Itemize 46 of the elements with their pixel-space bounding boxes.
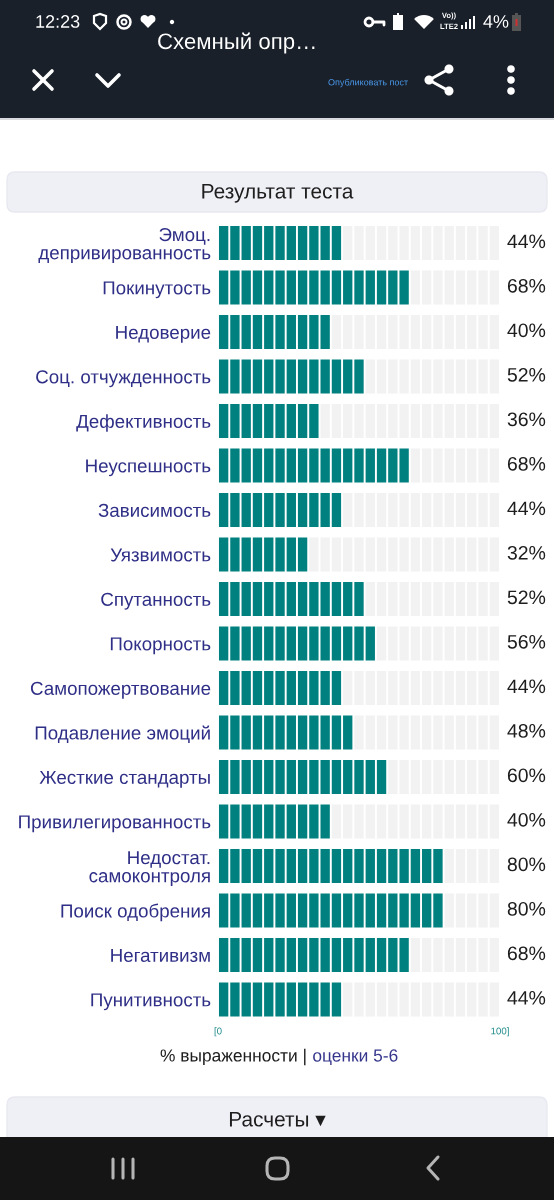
chart-title: Результат теста — [202, 184, 354, 203]
data-label: 44% — [507, 991, 546, 1005]
data-label: 40% — [507, 323, 546, 338]
y-tick-label: Подавление эмоций — [35, 725, 210, 744]
data-label: 68% — [507, 946, 546, 961]
y-tick-label: Привилегированность — [19, 815, 211, 833]
data-label: 40% — [507, 812, 546, 827]
text: 12:23 — [36, 15, 80, 28]
y-tick-label: Неуспешность — [86, 459, 211, 477]
data-label: 80% — [507, 857, 546, 872]
y-tick-label: Недостат. самоконтроля — [89, 851, 210, 887]
y-tick-label: Дефективность — [76, 414, 211, 432]
y-tick-label: Зависимость — [98, 503, 211, 517]
y-tick-label: Соц. отчужденность — [36, 370, 211, 388]
y-tick-label: Жесткие стандарты — [39, 770, 210, 788]
text: оценки 5-6 — [313, 1049, 398, 1065]
y-tick-label: Покорность — [110, 637, 211, 655]
data-label: 60% — [507, 768, 546, 783]
y-tick-label: Покинутость — [103, 281, 211, 299]
x-tick-label: [0 — [214, 1027, 222, 1037]
data-label: 52% — [507, 590, 546, 605]
y-tick-label: Негативизм — [111, 948, 210, 962]
text: Расчеты ▾ — [229, 1112, 326, 1127]
y-tick-label: Эмоц. депривированность — [38, 227, 211, 264]
y-tick-label: Пунитивность — [91, 993, 211, 1011]
data-label: 68% — [507, 278, 546, 293]
text: 4% — [483, 15, 509, 28]
y-tick-label: Спутанность — [101, 592, 211, 610]
data-label: 44% — [507, 501, 546, 516]
y-tick-label: Самопожертвование — [30, 681, 211, 699]
data-label: 80% — [507, 901, 546, 916]
data-label: 48% — [507, 723, 546, 738]
data-label: 36% — [507, 412, 546, 427]
data-label: 52% — [507, 367, 546, 382]
x-tick-label: 100] — [491, 1027, 509, 1037]
data-label: 68% — [507, 456, 546, 471]
data-label: 32% — [507, 545, 546, 560]
text: % выраженности | — [160, 1048, 306, 1066]
y-tick-label: Недоверие — [116, 325, 211, 343]
data-label: 44% — [507, 234, 546, 249]
text: Опубликовать пост — [328, 78, 408, 88]
text: Схемный опр… — [158, 32, 315, 54]
data-label: 56% — [507, 634, 546, 649]
data-label: 44% — [507, 679, 546, 694]
y-tick-label: Поиск одобрения — [61, 903, 210, 922]
y-tick-label: Уязвимость — [110, 548, 211, 562]
